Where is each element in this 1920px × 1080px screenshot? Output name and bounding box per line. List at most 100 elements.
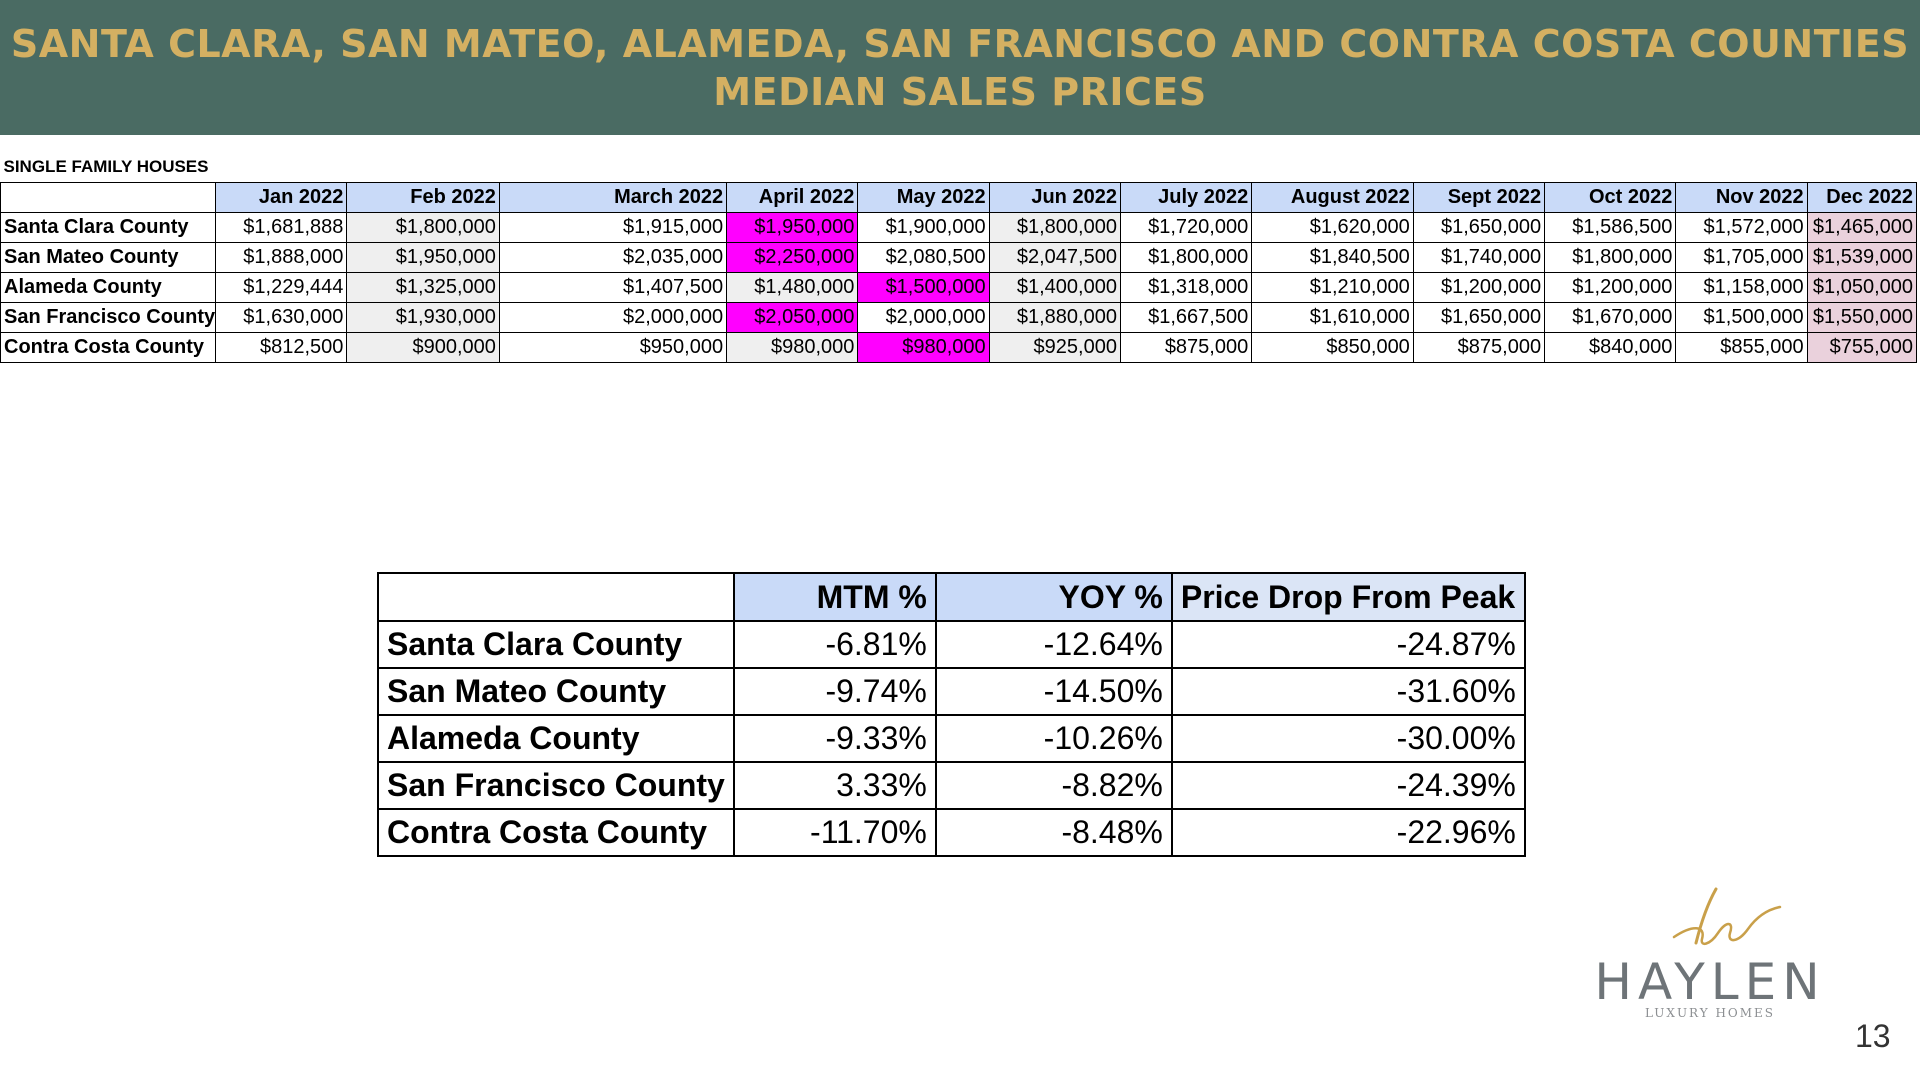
price-cell: $1,407,500 [498, 272, 728, 303]
price-cell: $1,586,500 [1544, 212, 1677, 243]
price-cell: $2,047,500 [988, 242, 1121, 273]
haylen-logo: HAYLEN LUXURY HOMES [1590, 885, 1830, 1025]
logo-tagline: LUXURY HOMES [1644, 1006, 1776, 1020]
summary-column-header: Price Drop From Peak [1170, 572, 1526, 622]
yoy-percent: -8.48% [934, 808, 1173, 857]
month-header: Jun 2022 [988, 182, 1121, 213]
price-cell: $2,080,500 [857, 242, 990, 273]
mtm-percent: -11.70% [732, 808, 937, 857]
price-cell: $1,800,000 [1119, 242, 1253, 273]
price-cell: $1,572,000 [1675, 212, 1808, 243]
county-price-row: Santa Clara County $1,681,888 $1,800,000 $1… [0, 212, 1918, 243]
county-name: Contra Costa County [377, 808, 735, 857]
price-cell: $1,158,000 [1675, 272, 1808, 303]
summary-header-row: MTM % YOY % Price Drop From Peak [377, 572, 1526, 622]
script-h-logo-icon [1672, 887, 1782, 946]
page-title-line-1: SANTA CLARA, SAN MATEO, ALAMEDA, SAN FRA… [10, 21, 1910, 66]
price-cell: $1,210,000 [1251, 272, 1414, 303]
month-header-row: Jan 2022 Feb 2022 March 2022 April 2022 May … [0, 182, 1918, 213]
monthly-prices-section: SINGLE FAMILY HOUSES Jan 2022 Feb 2022 Mar… [0, 152, 1920, 363]
price-cell: $812,500 [215, 332, 348, 363]
county-name: San Mateo County [0, 242, 217, 273]
price-cell: $2,050,000 [726, 302, 859, 333]
mtm-percent: -9.33% [732, 714, 937, 763]
price-cell: $1,800,000 [1544, 242, 1677, 273]
price-cell: $1,888,000 [215, 242, 348, 273]
month-header: July 2022 [1119, 182, 1253, 213]
price-cell: $1,318,000 [1119, 272, 1253, 303]
price-cell: $1,670,000 [1544, 302, 1677, 333]
price-cell: $875,000 [1412, 332, 1546, 363]
price-cell: $875,000 [1119, 332, 1253, 363]
county-price-row: San Francisco County $1,630,000 $1,930,000… [0, 302, 1918, 333]
price-cell: $1,200,000 [1412, 272, 1546, 303]
price-cell: $950,000 [498, 332, 728, 363]
price-cell: $900,000 [346, 332, 500, 363]
county-price-row: San Mateo County $1,888,000 $1,950,000 $2,0… [0, 242, 1918, 273]
county-price-row: Alameda County $1,229,444 $1,325,000 $1,407… [0, 272, 1918, 303]
price-cell: $850,000 [1251, 332, 1414, 363]
logo-brand-name: HAYLEN [1594, 953, 1826, 1011]
county-name: Alameda County [0, 272, 217, 303]
price-cell: $755,000 [1806, 332, 1918, 363]
price-cell: $1,800,000 [346, 212, 500, 243]
mtm-percent: -9.74% [732, 667, 937, 716]
month-header: April 2022 [726, 182, 859, 213]
price-cell: $980,000 [726, 332, 859, 363]
county-name: Contra Costa County [0, 332, 217, 363]
header-corner-cell [0, 182, 217, 213]
county-name: San Mateo County [377, 667, 735, 716]
month-header: Nov 2022 [1675, 182, 1808, 213]
county-name: Santa Clara County [377, 620, 735, 669]
price-cell: $1,500,000 [857, 272, 990, 303]
county-price-row: Contra Costa County $812,500 $900,000 $950,… [0, 332, 1918, 363]
price-cell: $1,720,000 [1119, 212, 1253, 243]
month-header: March 2022 [498, 182, 728, 213]
price-cell: $2,000,000 [498, 302, 728, 333]
county-name: Santa Clara County [0, 212, 217, 243]
price-cell: $925,000 [988, 332, 1121, 363]
price-cell: $1,667,500 [1119, 302, 1253, 333]
price-cell: $1,880,000 [988, 302, 1121, 333]
price-cell: $1,229,444 [215, 272, 348, 303]
page-number: 13 [1855, 1018, 1891, 1054]
price-cell: $980,000 [857, 332, 990, 363]
price-drop-from-peak: -31.60% [1170, 667, 1526, 716]
price-cell: $1,620,000 [1251, 212, 1414, 243]
month-header: Feb 2022 [346, 182, 500, 213]
county-name: Alameda County [377, 714, 735, 763]
summary-row: Contra Costa County -11.70% -8.48% -22.96% [377, 808, 1526, 857]
mtm-percent: -6.81% [732, 620, 937, 669]
mtm-percent: 3.33% [732, 761, 937, 810]
price-cell: $1,465,000 [1806, 212, 1918, 243]
summary-row: San Francisco County 3.33% -8.82% -24.39% [377, 761, 1526, 810]
price-cell: $1,550,000 [1806, 302, 1918, 333]
summary-column-header: YOY % [934, 572, 1173, 622]
price-cell: $1,800,000 [988, 212, 1121, 243]
summary-row: San Mateo County -9.74% -14.50% -31.60% [377, 667, 1526, 716]
month-header: Oct 2022 [1544, 182, 1677, 213]
price-cell: $1,480,000 [726, 272, 859, 303]
month-header: August 2022 [1251, 182, 1414, 213]
month-header: May 2022 [857, 182, 990, 213]
yoy-percent: -14.50% [934, 667, 1173, 716]
price-cell: $1,950,000 [726, 212, 859, 243]
section-label: SINGLE FAMILY HOUSES [3, 157, 209, 176]
price-cell: $2,000,000 [857, 302, 990, 333]
summary-corner-cell [377, 572, 735, 622]
price-cell: $2,250,000 [726, 242, 859, 273]
price-cell: $1,915,000 [498, 212, 728, 243]
price-cell: $855,000 [1675, 332, 1808, 363]
price-cell: $840,000 [1544, 332, 1677, 363]
price-cell: $1,705,000 [1675, 242, 1808, 273]
price-cell: $1,650,000 [1412, 302, 1546, 333]
summary-row: Alameda County -9.33% -10.26% -30.00% [377, 714, 1526, 763]
price-cell: $1,681,888 [215, 212, 348, 243]
price-cell: $2,035,000 [498, 242, 728, 273]
price-cell: $1,950,000 [346, 242, 500, 273]
price-drop-from-peak: -22.96% [1170, 808, 1526, 857]
price-cell: $1,840,500 [1251, 242, 1414, 273]
price-cell: $1,200,000 [1544, 272, 1677, 303]
month-header: Dec 2022 [1806, 182, 1918, 213]
page-title-line-2: MEDIAN SALES PRICES [713, 69, 1207, 114]
